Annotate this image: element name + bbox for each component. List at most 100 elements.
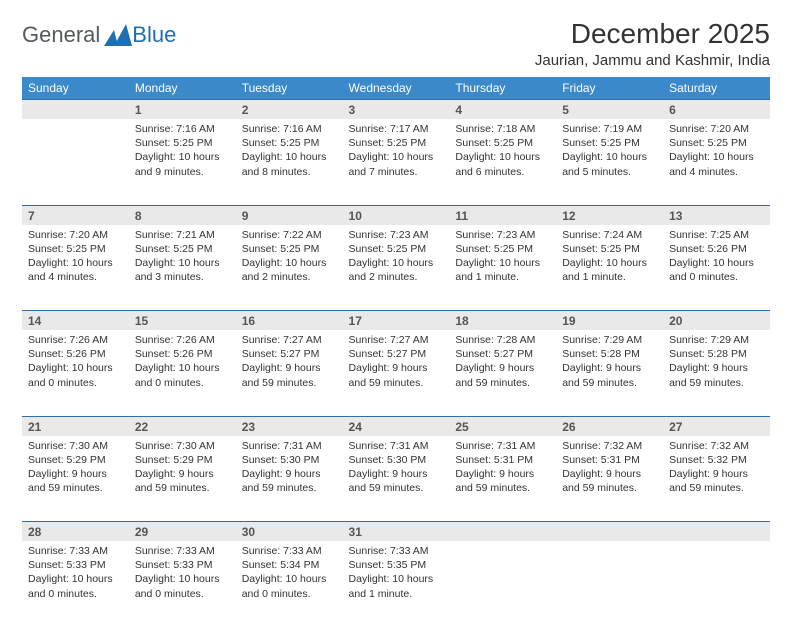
- sunset-text: Sunset: 5:33 PM: [28, 558, 123, 572]
- sunrise-text: Sunrise: 7:30 AM: [135, 439, 230, 453]
- sunrise-text: Sunrise: 7:33 AM: [28, 544, 123, 558]
- daylight-text: Daylight: 9 hours: [349, 467, 444, 481]
- daylight-text: Daylight: 9 hours: [669, 467, 764, 481]
- daylight-text: and 59 minutes.: [669, 376, 764, 390]
- day-cell: Sunrise: 7:24 AMSunset: 5:25 PMDaylight:…: [556, 225, 663, 311]
- sunset-text: Sunset: 5:25 PM: [242, 136, 337, 150]
- day-cell: Sunrise: 7:20 AMSunset: 5:25 PMDaylight:…: [22, 225, 129, 311]
- sunrise-text: Sunrise: 7:17 AM: [349, 122, 444, 136]
- week-details-row: Sunrise: 7:20 AMSunset: 5:25 PMDaylight:…: [22, 225, 770, 311]
- day-number-cell: 23: [236, 416, 343, 436]
- day-cell: Sunrise: 7:26 AMSunset: 5:26 PMDaylight:…: [22, 330, 129, 416]
- day-details: Sunrise: 7:22 AMSunset: 5:25 PMDaylight:…: [236, 225, 343, 293]
- location-label: Jaurian, Jammu and Kashmir, India: [535, 52, 770, 69]
- day-details: [556, 541, 663, 609]
- day-details: Sunrise: 7:33 AMSunset: 5:35 PMDaylight:…: [343, 541, 450, 609]
- day-cell: Sunrise: 7:22 AMSunset: 5:25 PMDaylight:…: [236, 225, 343, 311]
- sunrise-text: Sunrise: 7:29 AM: [669, 333, 764, 347]
- header: General Blue December 2025 Jaurian, Jamm…: [22, 18, 770, 69]
- day-number-cell: 18: [449, 311, 556, 331]
- daylight-text: and 59 minutes.: [135, 481, 230, 495]
- day-number-cell: 29: [129, 522, 236, 542]
- sunset-text: Sunset: 5:26 PM: [669, 242, 764, 256]
- day-details: [22, 119, 129, 187]
- day-cell: Sunrise: 7:23 AMSunset: 5:25 PMDaylight:…: [449, 225, 556, 311]
- day-number-cell: 22: [129, 416, 236, 436]
- day-number-cell: 8: [129, 205, 236, 225]
- day-number-cell: 17: [343, 311, 450, 331]
- day-details: Sunrise: 7:26 AMSunset: 5:26 PMDaylight:…: [22, 330, 129, 398]
- day-number-cell: 9: [236, 205, 343, 225]
- day-number-cell: 27: [663, 416, 770, 436]
- daylight-text: Daylight: 9 hours: [562, 361, 657, 375]
- sunset-text: Sunset: 5:25 PM: [135, 242, 230, 256]
- day-cell: Sunrise: 7:31 AMSunset: 5:30 PMDaylight:…: [343, 436, 450, 522]
- daylight-text: Daylight: 10 hours: [28, 256, 123, 270]
- day-number-cell: 20: [663, 311, 770, 331]
- day-details: Sunrise: 7:30 AMSunset: 5:29 PMDaylight:…: [129, 436, 236, 504]
- day-details: Sunrise: 7:26 AMSunset: 5:26 PMDaylight:…: [129, 330, 236, 398]
- day-details: Sunrise: 7:20 AMSunset: 5:25 PMDaylight:…: [22, 225, 129, 293]
- sunrise-text: Sunrise: 7:29 AM: [562, 333, 657, 347]
- day-cell: [449, 541, 556, 627]
- day-number-cell: 10: [343, 205, 450, 225]
- day-number-cell: 30: [236, 522, 343, 542]
- sunrise-text: Sunrise: 7:21 AM: [135, 228, 230, 242]
- sunrise-text: Sunrise: 7:25 AM: [669, 228, 764, 242]
- sunset-text: Sunset: 5:35 PM: [349, 558, 444, 572]
- day-cell: Sunrise: 7:19 AMSunset: 5:25 PMDaylight:…: [556, 119, 663, 205]
- sunset-text: Sunset: 5:30 PM: [242, 453, 337, 467]
- day-details: Sunrise: 7:25 AMSunset: 5:26 PMDaylight:…: [663, 225, 770, 293]
- daylight-text: Daylight: 10 hours: [455, 150, 550, 164]
- sunrise-text: Sunrise: 7:31 AM: [455, 439, 550, 453]
- daylight-text: and 59 minutes.: [455, 481, 550, 495]
- week-details-row: Sunrise: 7:26 AMSunset: 5:26 PMDaylight:…: [22, 330, 770, 416]
- sunrise-text: Sunrise: 7:19 AM: [562, 122, 657, 136]
- day-details: Sunrise: 7:21 AMSunset: 5:25 PMDaylight:…: [129, 225, 236, 293]
- day-details: Sunrise: 7:28 AMSunset: 5:27 PMDaylight:…: [449, 330, 556, 398]
- sunrise-text: Sunrise: 7:24 AM: [562, 228, 657, 242]
- sunset-text: Sunset: 5:31 PM: [455, 453, 550, 467]
- day-details: Sunrise: 7:29 AMSunset: 5:28 PMDaylight:…: [556, 330, 663, 398]
- sunset-text: Sunset: 5:28 PM: [562, 347, 657, 361]
- day-details: Sunrise: 7:31 AMSunset: 5:30 PMDaylight:…: [236, 436, 343, 504]
- sunset-text: Sunset: 5:33 PM: [135, 558, 230, 572]
- day-cell: Sunrise: 7:33 AMSunset: 5:34 PMDaylight:…: [236, 541, 343, 627]
- sunrise-text: Sunrise: 7:20 AM: [669, 122, 764, 136]
- sunset-text: Sunset: 5:25 PM: [669, 136, 764, 150]
- sunset-text: Sunset: 5:25 PM: [242, 242, 337, 256]
- day-header: Wednesday: [343, 77, 450, 100]
- day-cell: Sunrise: 7:26 AMSunset: 5:26 PMDaylight:…: [129, 330, 236, 416]
- sunrise-text: Sunrise: 7:23 AM: [455, 228, 550, 242]
- daylight-text: and 2 minutes.: [242, 270, 337, 284]
- day-number-cell: 2: [236, 100, 343, 120]
- day-details: Sunrise: 7:31 AMSunset: 5:30 PMDaylight:…: [343, 436, 450, 504]
- day-cell: Sunrise: 7:33 AMSunset: 5:35 PMDaylight:…: [343, 541, 450, 627]
- daylight-text: and 59 minutes.: [349, 376, 444, 390]
- day-number-cell: 16: [236, 311, 343, 331]
- daylight-text: and 59 minutes.: [242, 376, 337, 390]
- day-details: Sunrise: 7:29 AMSunset: 5:28 PMDaylight:…: [663, 330, 770, 398]
- day-cell: Sunrise: 7:29 AMSunset: 5:28 PMDaylight:…: [556, 330, 663, 416]
- day-details: Sunrise: 7:33 AMSunset: 5:34 PMDaylight:…: [236, 541, 343, 609]
- sunset-text: Sunset: 5:26 PM: [135, 347, 230, 361]
- daylight-text: Daylight: 9 hours: [135, 467, 230, 481]
- daylight-text: Daylight: 10 hours: [349, 572, 444, 586]
- sunrise-text: Sunrise: 7:32 AM: [562, 439, 657, 453]
- brand-mark-icon: [104, 24, 132, 46]
- brand-word1: General: [22, 22, 100, 48]
- day-number-cell: 13: [663, 205, 770, 225]
- sunrise-text: Sunrise: 7:23 AM: [349, 228, 444, 242]
- day-number-cell: 11: [449, 205, 556, 225]
- daylight-text: Daylight: 10 hours: [562, 256, 657, 270]
- day-header: Monday: [129, 77, 236, 100]
- day-cell: Sunrise: 7:30 AMSunset: 5:29 PMDaylight:…: [129, 436, 236, 522]
- daylight-text: Daylight: 10 hours: [669, 150, 764, 164]
- day-number-cell: 25: [449, 416, 556, 436]
- day-number-cell: 1: [129, 100, 236, 120]
- daylight-text: Daylight: 10 hours: [349, 256, 444, 270]
- day-number-cell: [556, 522, 663, 542]
- day-cell: Sunrise: 7:31 AMSunset: 5:30 PMDaylight:…: [236, 436, 343, 522]
- day-cell: Sunrise: 7:23 AMSunset: 5:25 PMDaylight:…: [343, 225, 450, 311]
- day-number-cell: 28: [22, 522, 129, 542]
